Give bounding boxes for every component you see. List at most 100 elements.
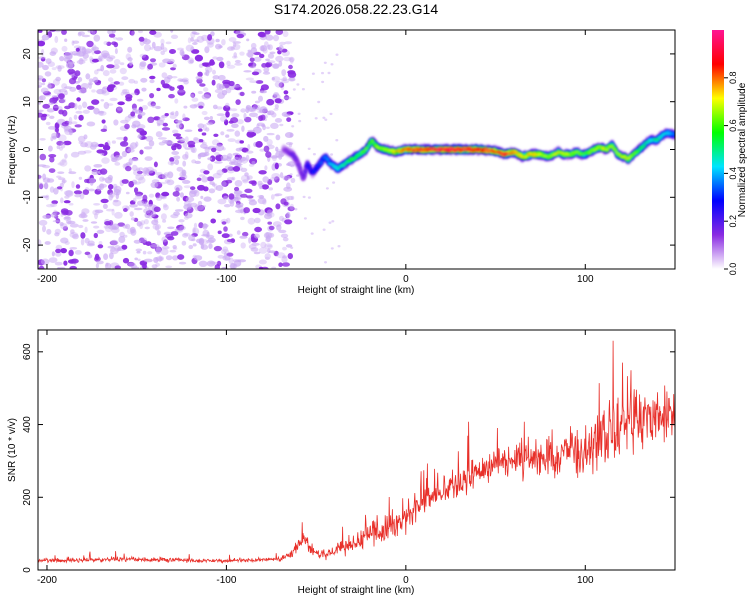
noise-speckle: [82, 219, 89, 222]
ridge-point: [296, 160, 300, 165]
noise-speckle: [286, 182, 291, 190]
noise-speckle: [307, 147, 311, 150]
noise-speckle: [109, 252, 114, 260]
noise-speckle: [103, 253, 109, 260]
noise-speckle: [136, 221, 142, 227]
noise-speckle: [240, 156, 248, 164]
noise-speckle: [274, 98, 282, 104]
ridge-point: [449, 149, 453, 152]
noise-speckle: [140, 77, 148, 83]
noise-speckle: [144, 226, 150, 230]
noise-speckle: [42, 165, 51, 169]
noise-speckle: [104, 262, 112, 269]
noise-speckle: [60, 197, 64, 204]
noise-speckle: [76, 59, 86, 65]
noise-speckle: [87, 30, 94, 33]
noise-speckle: [192, 243, 197, 247]
noise-speckle: [111, 208, 115, 216]
ridge-point: [656, 138, 661, 141]
noise-speckle: [103, 225, 110, 229]
noise-speckle: [281, 80, 289, 84]
noise-speckle: [327, 71, 331, 75]
noise-speckle: [126, 227, 135, 235]
noise-speckle: [142, 263, 147, 269]
noise-speckle: [158, 116, 165, 122]
noise-speckle: [188, 144, 196, 148]
noise-speckle: [204, 147, 210, 154]
noise-speckle: [249, 112, 258, 118]
ridge-point: [614, 151, 619, 154]
noise-speckle: [38, 95, 44, 102]
noise-speckle: [143, 219, 149, 225]
noise-speckle: [121, 179, 129, 184]
noise-speckle: [150, 101, 156, 107]
noise-speckle: [38, 40, 45, 47]
noise-speckle: [143, 170, 147, 177]
noise-speckle: [217, 230, 222, 235]
noise-speckle: [100, 152, 105, 156]
noise-speckle: [187, 37, 192, 44]
noise-speckle: [61, 179, 67, 184]
noise-speckle: [116, 137, 125, 140]
noise-speckle: [264, 41, 269, 48]
noise-speckle: [213, 133, 219, 137]
noise-speckle: [139, 62, 146, 70]
noise-speckle: [264, 165, 268, 171]
noise-speckle: [274, 81, 283, 88]
noise-speckle: [38, 174, 42, 180]
ridge-point: [623, 155, 627, 158]
noise-speckle: [165, 255, 173, 261]
noise-speckle: [250, 247, 259, 252]
noise-speckle: [154, 172, 163, 176]
ridge-point: [471, 149, 475, 152]
noise-speckle: [135, 174, 145, 181]
y-tick-label: 200: [22, 488, 33, 505]
noise-speckle: [167, 226, 175, 230]
noise-speckle: [149, 93, 155, 99]
noise-speckle: [200, 195, 204, 199]
noise-speckle: [260, 45, 265, 51]
noise-speckle: [59, 56, 65, 62]
noise-speckle: [282, 30, 289, 38]
noise-speckle: [136, 250, 141, 254]
noise-speckle: [155, 105, 161, 110]
noise-speckle: [212, 104, 218, 110]
noise-speckle: [216, 56, 224, 62]
noise-speckle: [209, 59, 215, 66]
noise-speckle: [158, 181, 168, 185]
noise-speckle: [267, 53, 275, 59]
noise-speckle: [257, 197, 267, 205]
noise-speckle: [183, 185, 191, 189]
noise-speckle: [168, 94, 175, 99]
noise-speckle: [274, 162, 279, 170]
noise-speckle: [239, 51, 245, 56]
noise-speckle: [102, 145, 111, 151]
noise-speckle: [164, 179, 171, 183]
noise-speckle: [138, 237, 148, 244]
noise-speckle: [57, 171, 65, 174]
ridge-point: [606, 148, 610, 151]
noise-speckle: [54, 30, 62, 33]
noise-speckle: [163, 204, 169, 211]
noise-speckle: [221, 39, 226, 46]
colorbar-tick-label: 0.4: [728, 167, 738, 180]
noise-speckle: [301, 88, 305, 91]
noise-speckle: [248, 244, 257, 250]
noise-speckle: [132, 181, 141, 185]
noise-speckle: [246, 38, 250, 42]
noise-speckle: [264, 30, 271, 35]
ridge-point: [659, 136, 663, 139]
noise-speckle: [272, 34, 280, 42]
noise-speckle: [87, 105, 95, 110]
noise-speckle: [228, 161, 236, 166]
ridge-point: [646, 141, 650, 144]
noise-speckle: [302, 195, 306, 199]
noise-speckle: [81, 34, 91, 38]
noise-speckle: [282, 175, 291, 181]
noise-speckle: [191, 159, 197, 164]
noise-speckle: [240, 108, 247, 113]
noise-speckle: [86, 40, 94, 48]
noise-speckle: [198, 260, 208, 267]
noise-speckle: [172, 191, 180, 197]
noise-speckle: [198, 63, 204, 68]
